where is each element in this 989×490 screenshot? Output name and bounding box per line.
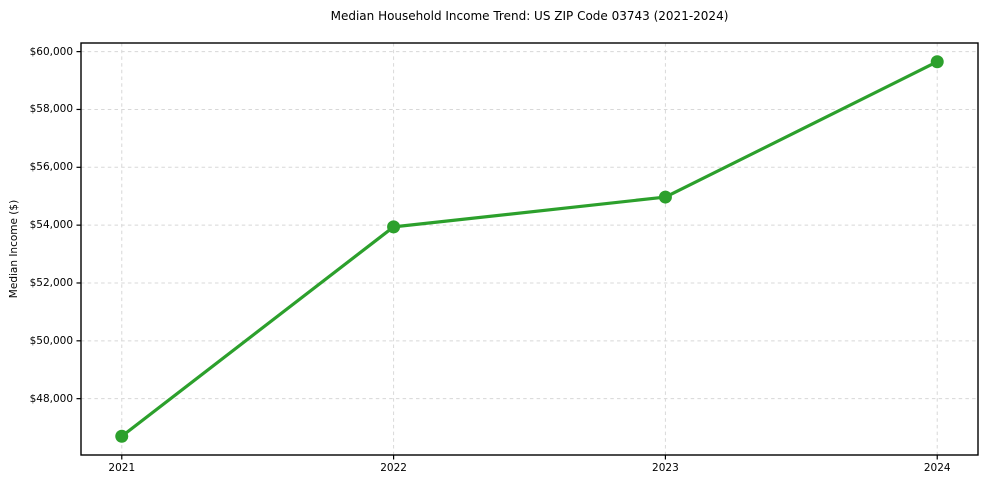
data-point [115,429,129,443]
plot-frame [80,42,979,456]
y-tick-label: $48,000 [29,392,73,405]
y-tick-label: $52,000 [29,276,73,289]
trend-line [120,60,939,438]
y-tick-label: $60,000 [29,45,73,58]
x-tick-label: 2022 [380,462,407,474]
y-tick-label: $54,000 [29,219,73,232]
x-tick-label: 2021 [108,462,136,474]
data-point [930,55,944,69]
x-tick-label: 2024 [923,462,951,474]
data-point [658,190,672,204]
chart-title: Median Household Income Trend: US ZIP Co… [330,9,729,23]
y-tick-label: $56,000 [29,161,73,174]
x-tick-label: 2023 [652,462,679,474]
y-tick-label: $50,000 [29,334,73,347]
y-tick-label: $58,000 [29,103,73,116]
data-point [387,220,401,234]
